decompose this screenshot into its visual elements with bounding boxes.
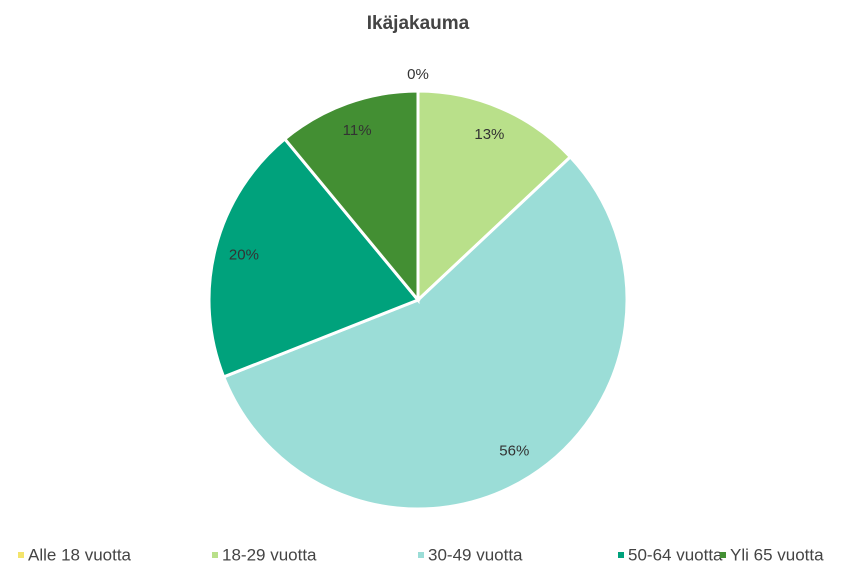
legend-label: 50-64 vuotta: [628, 545, 723, 564]
data-label: 11%: [343, 122, 372, 139]
legend-label: 18-29 vuotta: [222, 545, 317, 564]
legend-label: Alle 18 vuotta: [28, 545, 132, 564]
legend-marker: [418, 552, 424, 558]
pie-slice: [221, 154, 629, 511]
pie-slice: [207, 136, 421, 379]
pie-slice: [416, 89, 573, 304]
pie-slice: [282, 89, 420, 305]
chart-title: Ikäjakauma: [367, 13, 470, 34]
legend-label: 30-49 vuotta: [428, 545, 523, 564]
legend-marker: [212, 552, 218, 558]
data-label: 0%: [407, 66, 429, 83]
legend-label: Yli 65 vuotta: [730, 545, 824, 564]
data-label: 13%: [474, 126, 504, 143]
data-label: 20%: [229, 246, 259, 263]
legend-marker: [720, 552, 726, 558]
data-label: 56%: [499, 443, 529, 460]
legend-marker: [18, 552, 24, 558]
legend-marker: [618, 552, 624, 558]
